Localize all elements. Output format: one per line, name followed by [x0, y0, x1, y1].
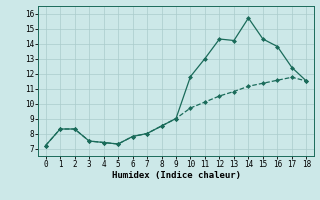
X-axis label: Humidex (Indice chaleur): Humidex (Indice chaleur)	[111, 171, 241, 180]
